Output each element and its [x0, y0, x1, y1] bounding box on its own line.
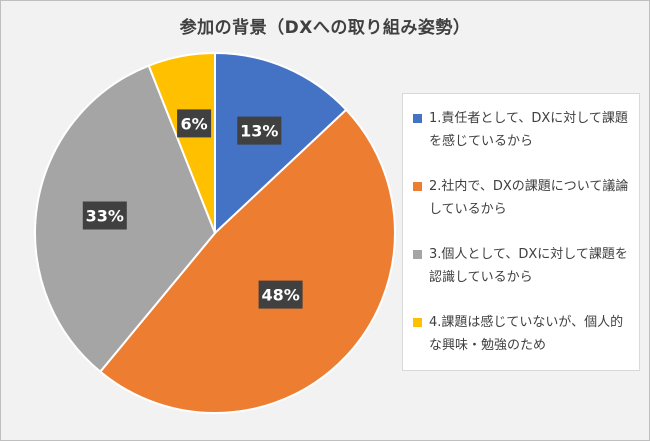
legend: 1.責任者として、DXに対して課題を感じているから 2.社内で、DXの課題につい…: [402, 93, 640, 371]
legend-item-2: 2.社内で、DXの課題について議論しているから: [413, 175, 635, 221]
data-label-text-3: 33%: [86, 207, 124, 226]
data-label-2: 48%: [258, 280, 303, 309]
legend-swatch-2: [413, 182, 422, 191]
legend-label-3: 3.個人として、DXに対して課題を認識しているから: [429, 247, 628, 285]
data-label-box-2: [258, 280, 303, 309]
legend-label-2: 2.社内で、DXの課題について議論しているから: [429, 179, 629, 217]
legend-label-4: 4.課題は感じていないが、個人的な興味・勉強のため: [429, 315, 624, 353]
data-label-3: 33%: [82, 201, 127, 230]
data-label-box-1: [237, 116, 282, 145]
legend-label-1: 1.責任者として、DXに対して課題を感じているから: [429, 111, 628, 149]
legend-swatch-1: [413, 114, 422, 123]
legend-swatch-4: [413, 318, 422, 327]
data-label-1: 13%: [237, 116, 282, 145]
chart-title: 参加の背景（DXへの取り組み姿勢）: [179, 18, 471, 38]
data-label-4: 6%: [177, 109, 212, 138]
data-label-text-4: 6%: [181, 114, 208, 133]
pie-slice-4: [147, 51, 216, 234]
legend-item-1: 1.責任者として、DXに対して課題を感じているから: [413, 107, 635, 153]
data-label-box-4: [177, 109, 212, 138]
legend-item-3: 3.個人として、DXに対して課題を認識しているから: [413, 243, 635, 289]
legend-swatch-3: [413, 250, 422, 259]
pie-slice-2: [98, 108, 396, 414]
data-label-text-2: 48%: [261, 286, 299, 305]
data-label-box-3: [82, 201, 127, 230]
legend-item-4: 4.課題は感じていないが、個人的な興味・勉強のため: [413, 311, 635, 357]
data-label-text-1: 13%: [240, 122, 278, 141]
